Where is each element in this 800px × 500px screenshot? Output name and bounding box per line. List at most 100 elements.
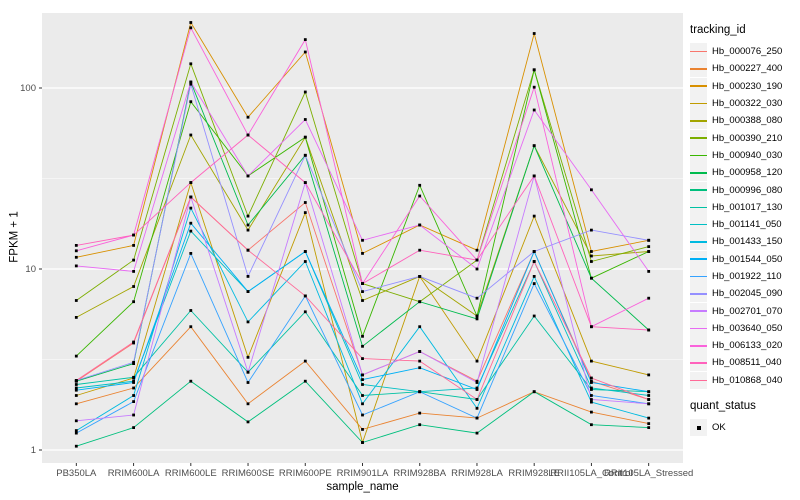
legend-item-label: Hb_000388_080	[712, 115, 783, 127]
legend-item-Hb_010868_040: Hb_010868_040	[690, 371, 800, 389]
data-point	[647, 398, 651, 401]
legend-key	[690, 354, 707, 372]
data-point	[303, 260, 307, 263]
data-point	[590, 276, 593, 280]
legend-key	[690, 146, 707, 164]
x-tick-label: RRIM600PE	[279, 468, 332, 479]
data-point	[475, 398, 479, 401]
legend-item-label: Hb_000076_250	[712, 46, 783, 58]
data-point	[246, 381, 250, 384]
x-tick-label: RRIM600SE	[222, 468, 275, 479]
legend-item-label: Hb_000940_030	[712, 149, 783, 161]
data-point	[532, 250, 536, 253]
data-point	[132, 285, 135, 288]
data-point	[189, 133, 193, 137]
legend-line-icon	[690, 327, 707, 330]
data-point	[590, 254, 593, 258]
data-point	[418, 423, 422, 427]
data-point	[303, 250, 307, 253]
data-point	[647, 402, 651, 406]
data-point	[532, 214, 536, 218]
legend-item-label: Hb_006133_020	[712, 340, 783, 352]
data-point	[590, 398, 593, 401]
data-point	[303, 294, 307, 298]
data-point	[189, 221, 193, 225]
data-point	[532, 260, 536, 263]
data-point	[647, 296, 651, 300]
legend-key	[690, 216, 707, 234]
legend-item-label: Hb_002045_090	[712, 288, 783, 300]
data-point	[418, 366, 422, 370]
legend-item-Hb_000390_210: Hb_000390_210	[690, 129, 800, 147]
legend-key	[690, 302, 707, 320]
data-point	[647, 422, 651, 425]
legend-line-icon	[690, 102, 707, 105]
data-point	[475, 359, 479, 363]
data-point	[189, 82, 193, 86]
data-point	[590, 388, 593, 391]
x-tick-label: RRII105LA_Stressed	[604, 468, 693, 479]
legend-key	[690, 337, 707, 355]
data-point	[532, 85, 536, 89]
data-point	[647, 270, 651, 273]
legend-key	[690, 419, 707, 437]
data-point	[246, 248, 250, 252]
data-point	[132, 386, 135, 390]
data-point	[189, 26, 193, 30]
legend-item-Hb_001433_150: Hb_001433_150	[690, 233, 800, 251]
data-point	[532, 174, 536, 178]
legend-item-label: Hb_000996_080	[712, 184, 783, 196]
data-point	[74, 402, 78, 406]
data-point	[418, 223, 422, 227]
data-point	[246, 133, 250, 137]
legend-item-Hb_008511_040: Hb_008511_040	[690, 354, 800, 372]
data-point	[590, 423, 593, 427]
legend-key	[690, 233, 707, 251]
data-point	[532, 390, 536, 394]
data-point	[475, 296, 479, 300]
legend-line-icon	[690, 362, 707, 364]
legend-item-label: Hb_001141_050	[712, 219, 782, 231]
data-point	[303, 90, 307, 94]
data-point	[361, 299, 364, 302]
data-point	[132, 413, 135, 417]
data-point	[246, 420, 250, 424]
legend-key	[690, 129, 707, 147]
legend-line-icon	[690, 206, 707, 209]
data-point	[189, 80, 193, 84]
data-point	[74, 244, 78, 247]
data-point	[189, 62, 193, 66]
data-point	[246, 214, 250, 218]
data-point	[647, 250, 651, 253]
data-point	[303, 181, 307, 184]
legend-key	[690, 250, 707, 268]
data-point	[74, 394, 78, 397]
legend-line-icon	[690, 223, 707, 226]
data-point	[361, 428, 364, 431]
data-point	[475, 386, 479, 390]
legend-item-Hb_000322_030: Hb_000322_030	[690, 95, 800, 113]
legend-item-label: Hb_003640_050	[712, 322, 783, 334]
legend-line-icon	[690, 50, 707, 53]
data-point	[590, 250, 593, 253]
data-point	[132, 375, 135, 379]
legend-key	[690, 77, 707, 95]
data-point	[361, 290, 364, 293]
legend-item-label: Hb_008511_040	[712, 357, 782, 369]
legend: tracking_id Hb_000076_250 Hb_000227_400 Hb…	[690, 24, 800, 437]
data-point	[303, 38, 307, 41]
x-tick-label: RRIM600LE	[165, 468, 217, 479]
data-point	[74, 264, 78, 268]
legend-item-Hb_002701_070: Hb_002701_070	[690, 302, 800, 320]
data-point	[189, 206, 193, 210]
legend-item-label: Hb_001433_150	[712, 236, 783, 248]
legend-line-icon	[690, 275, 707, 278]
data-point	[132, 300, 135, 304]
data-point	[303, 135, 307, 139]
data-point	[475, 317, 479, 321]
legend-item-label: Hb_010868_040	[712, 374, 783, 386]
data-point	[189, 229, 193, 233]
data-point	[475, 267, 479, 271]
quant-legend-item-ok: OK	[690, 419, 800, 437]
